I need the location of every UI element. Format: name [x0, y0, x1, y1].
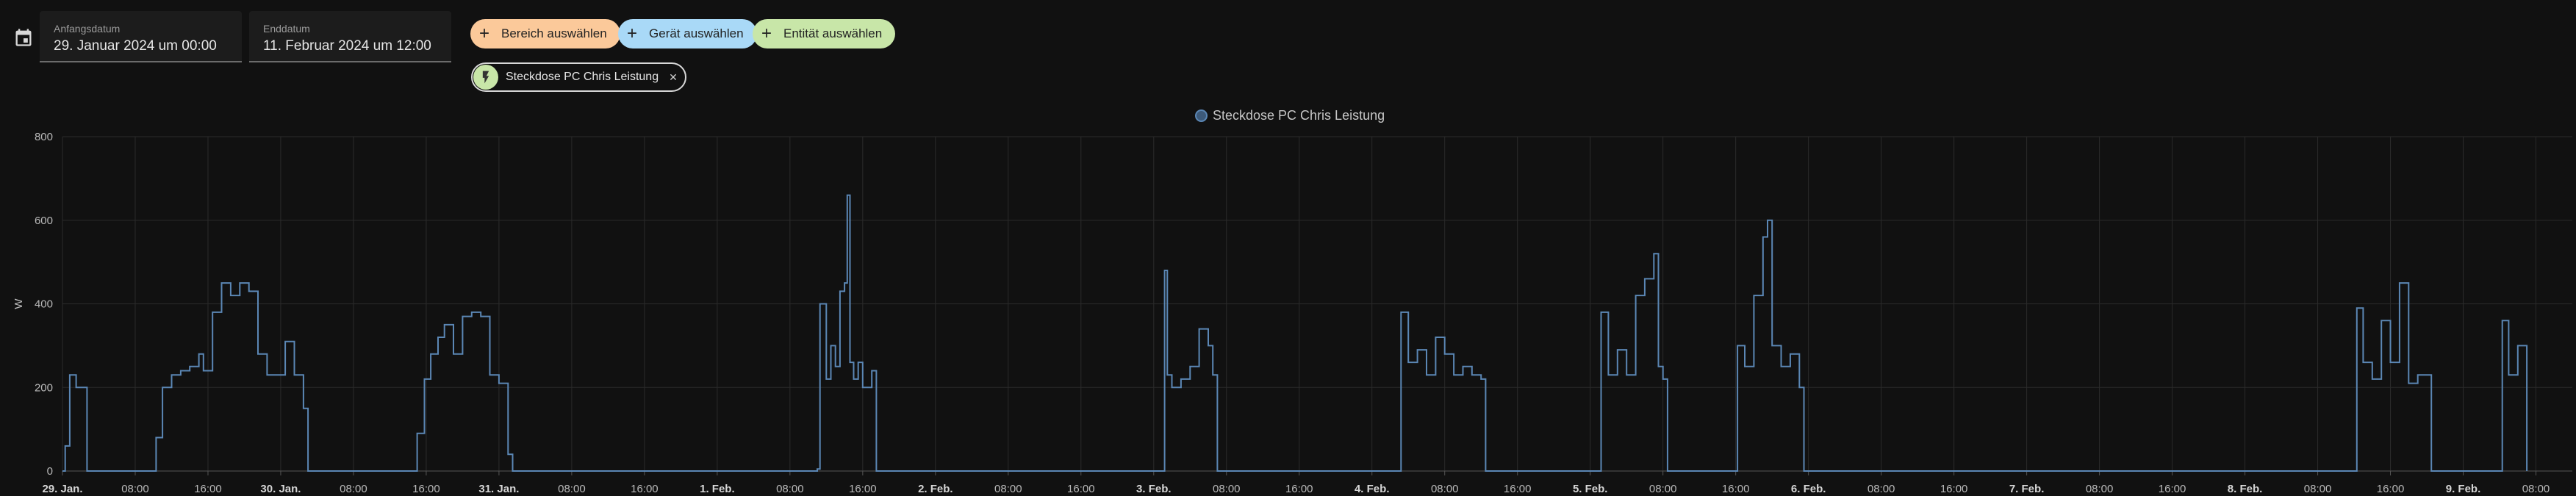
x-tick-label: 16:00 — [1722, 483, 1750, 495]
y-tick-label: 600 — [35, 215, 53, 227]
x-tick-label: 16:00 — [412, 483, 440, 495]
y-tick-label: 0 — [47, 465, 53, 478]
x-tick-label: 7. Feb. — [2009, 483, 2045, 495]
x-tick-label: 16:00 — [1504, 483, 1532, 495]
x-tick-label: 08:00 — [121, 483, 149, 495]
plus-icon: + — [761, 24, 772, 43]
series-line — [62, 194, 2528, 472]
x-tick-label: 16:00 — [631, 483, 659, 495]
x-tick-label: 08:00 — [558, 483, 586, 495]
end-date-value: 11. Februar 2024 um 12:00 — [263, 38, 431, 54]
start-date-value: 29. Januar 2024 um 00:00 — [54, 38, 217, 54]
x-tick-label: 3. Feb. — [1136, 483, 1172, 495]
x-tick-label: 2. Feb. — [918, 483, 953, 495]
x-tick-label: 16:00 — [1285, 483, 1313, 495]
choose-device-label: Gerät auswählen — [649, 26, 744, 40]
x-tick-label: 8. Feb. — [2228, 483, 2263, 495]
selected-entity-chip[interactable]: Steckdose PC Chris Leistung ✕ — [471, 62, 686, 92]
x-tick-label: 08:00 — [340, 483, 367, 495]
choose-entity-button[interactable]: + Entität auswählen — [753, 19, 896, 48]
x-tick-label: 6. Feb. — [1791, 483, 1826, 495]
x-tick-label: 4. Feb. — [1355, 483, 1390, 495]
x-tick-label: 08:00 — [2086, 483, 2114, 495]
x-tick-label: 16:00 — [2159, 483, 2186, 495]
x-tick-label: 1. Feb. — [700, 483, 735, 495]
plus-icon: + — [627, 24, 638, 43]
choose-device-button[interactable]: + Gerät auswählen — [618, 19, 757, 48]
x-tick-label: 08:00 — [1213, 483, 1241, 495]
start-date-label: Anfangsdatum — [54, 23, 121, 35]
x-tick-label: 08:00 — [1431, 483, 1459, 495]
end-date-label: Enddatum — [263, 23, 310, 35]
calendar-icon[interactable] — [13, 27, 34, 48]
flash-icon — [473, 65, 498, 90]
legend-swatch — [1195, 109, 1208, 122]
x-tick-label: 29. Jan. — [42, 483, 82, 495]
end-date-field[interactable]: Enddatum 11. Februar 2024 um 12:00 — [249, 11, 451, 62]
y-axis-label: W — [12, 298, 25, 309]
power-history-chart[interactable]: 800 600 400 200 0 W 29. Jan. 08:00 16:00 30. Jan.… — [0, 121, 2576, 496]
x-tick-label: 5. Feb. — [1573, 483, 1608, 495]
choose-entity-label: Entität auswählen — [783, 26, 883, 40]
x-tick-label: 30. Jan. — [260, 483, 301, 495]
x-tick-label: 08:00 — [1649, 483, 1677, 495]
plus-icon: + — [479, 24, 490, 43]
choose-area-button[interactable]: + Bereich auswählen — [470, 19, 620, 48]
x-tick-label: 16:00 — [1940, 483, 1968, 495]
x-tick-label: 16:00 — [194, 483, 222, 495]
x-tick-label: 08:00 — [2522, 483, 2550, 495]
x-tick-label: 16:00 — [849, 483, 877, 495]
y-tick-label: 200 — [35, 381, 53, 394]
x-tick-label: 08:00 — [1868, 483, 1895, 495]
start-date-field[interactable]: Anfangsdatum 29. Januar 2024 um 00:00 — [40, 11, 242, 62]
x-tick-label: 16:00 — [2377, 483, 2405, 495]
x-tick-label: 08:00 — [776, 483, 804, 495]
x-tick-label: 31. Jan. — [478, 483, 519, 495]
y-tick-label: 800 — [35, 131, 53, 143]
remove-entity-icon[interactable]: ✕ — [669, 71, 678, 83]
x-tick-label: 08:00 — [994, 483, 1022, 495]
y-tick-label: 400 — [35, 298, 53, 311]
legend-label: Steckdose PC Chris Leistung — [1213, 108, 1385, 123]
chart-legend[interactable]: Steckdose PC Chris Leistung — [1195, 108, 1385, 123]
x-tick-label: 16:00 — [1067, 483, 1095, 495]
selected-entity-label: Steckdose PC Chris Leistung — [506, 71, 659, 83]
x-tick-label: 08:00 — [2304, 483, 2332, 495]
x-tick-label: 9. Feb. — [2446, 483, 2481, 495]
choose-area-label: Bereich auswählen — [501, 26, 607, 40]
